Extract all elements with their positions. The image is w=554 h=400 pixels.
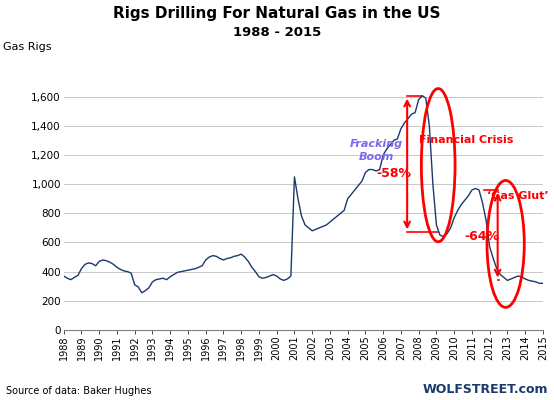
Text: WOLFSTREET.com: WOLFSTREET.com — [423, 383, 548, 396]
Text: Financial Crisis: Financial Crisis — [419, 135, 514, 145]
Text: Source of data: Baker Hughes: Source of data: Baker Hughes — [6, 386, 151, 396]
Text: -58%: -58% — [376, 167, 411, 180]
Text: 1988 - 2015: 1988 - 2015 — [233, 26, 321, 39]
Text: Rigs Drilling For Natural Gas in the US: Rigs Drilling For Natural Gas in the US — [113, 6, 441, 21]
Text: ‘Gas Glut’: ‘Gas Glut’ — [488, 191, 549, 201]
Text: Gas Rigs: Gas Rigs — [3, 42, 52, 52]
Text: -64%: -64% — [464, 230, 499, 242]
Text: Fracking
Boom: Fracking Boom — [350, 139, 403, 162]
